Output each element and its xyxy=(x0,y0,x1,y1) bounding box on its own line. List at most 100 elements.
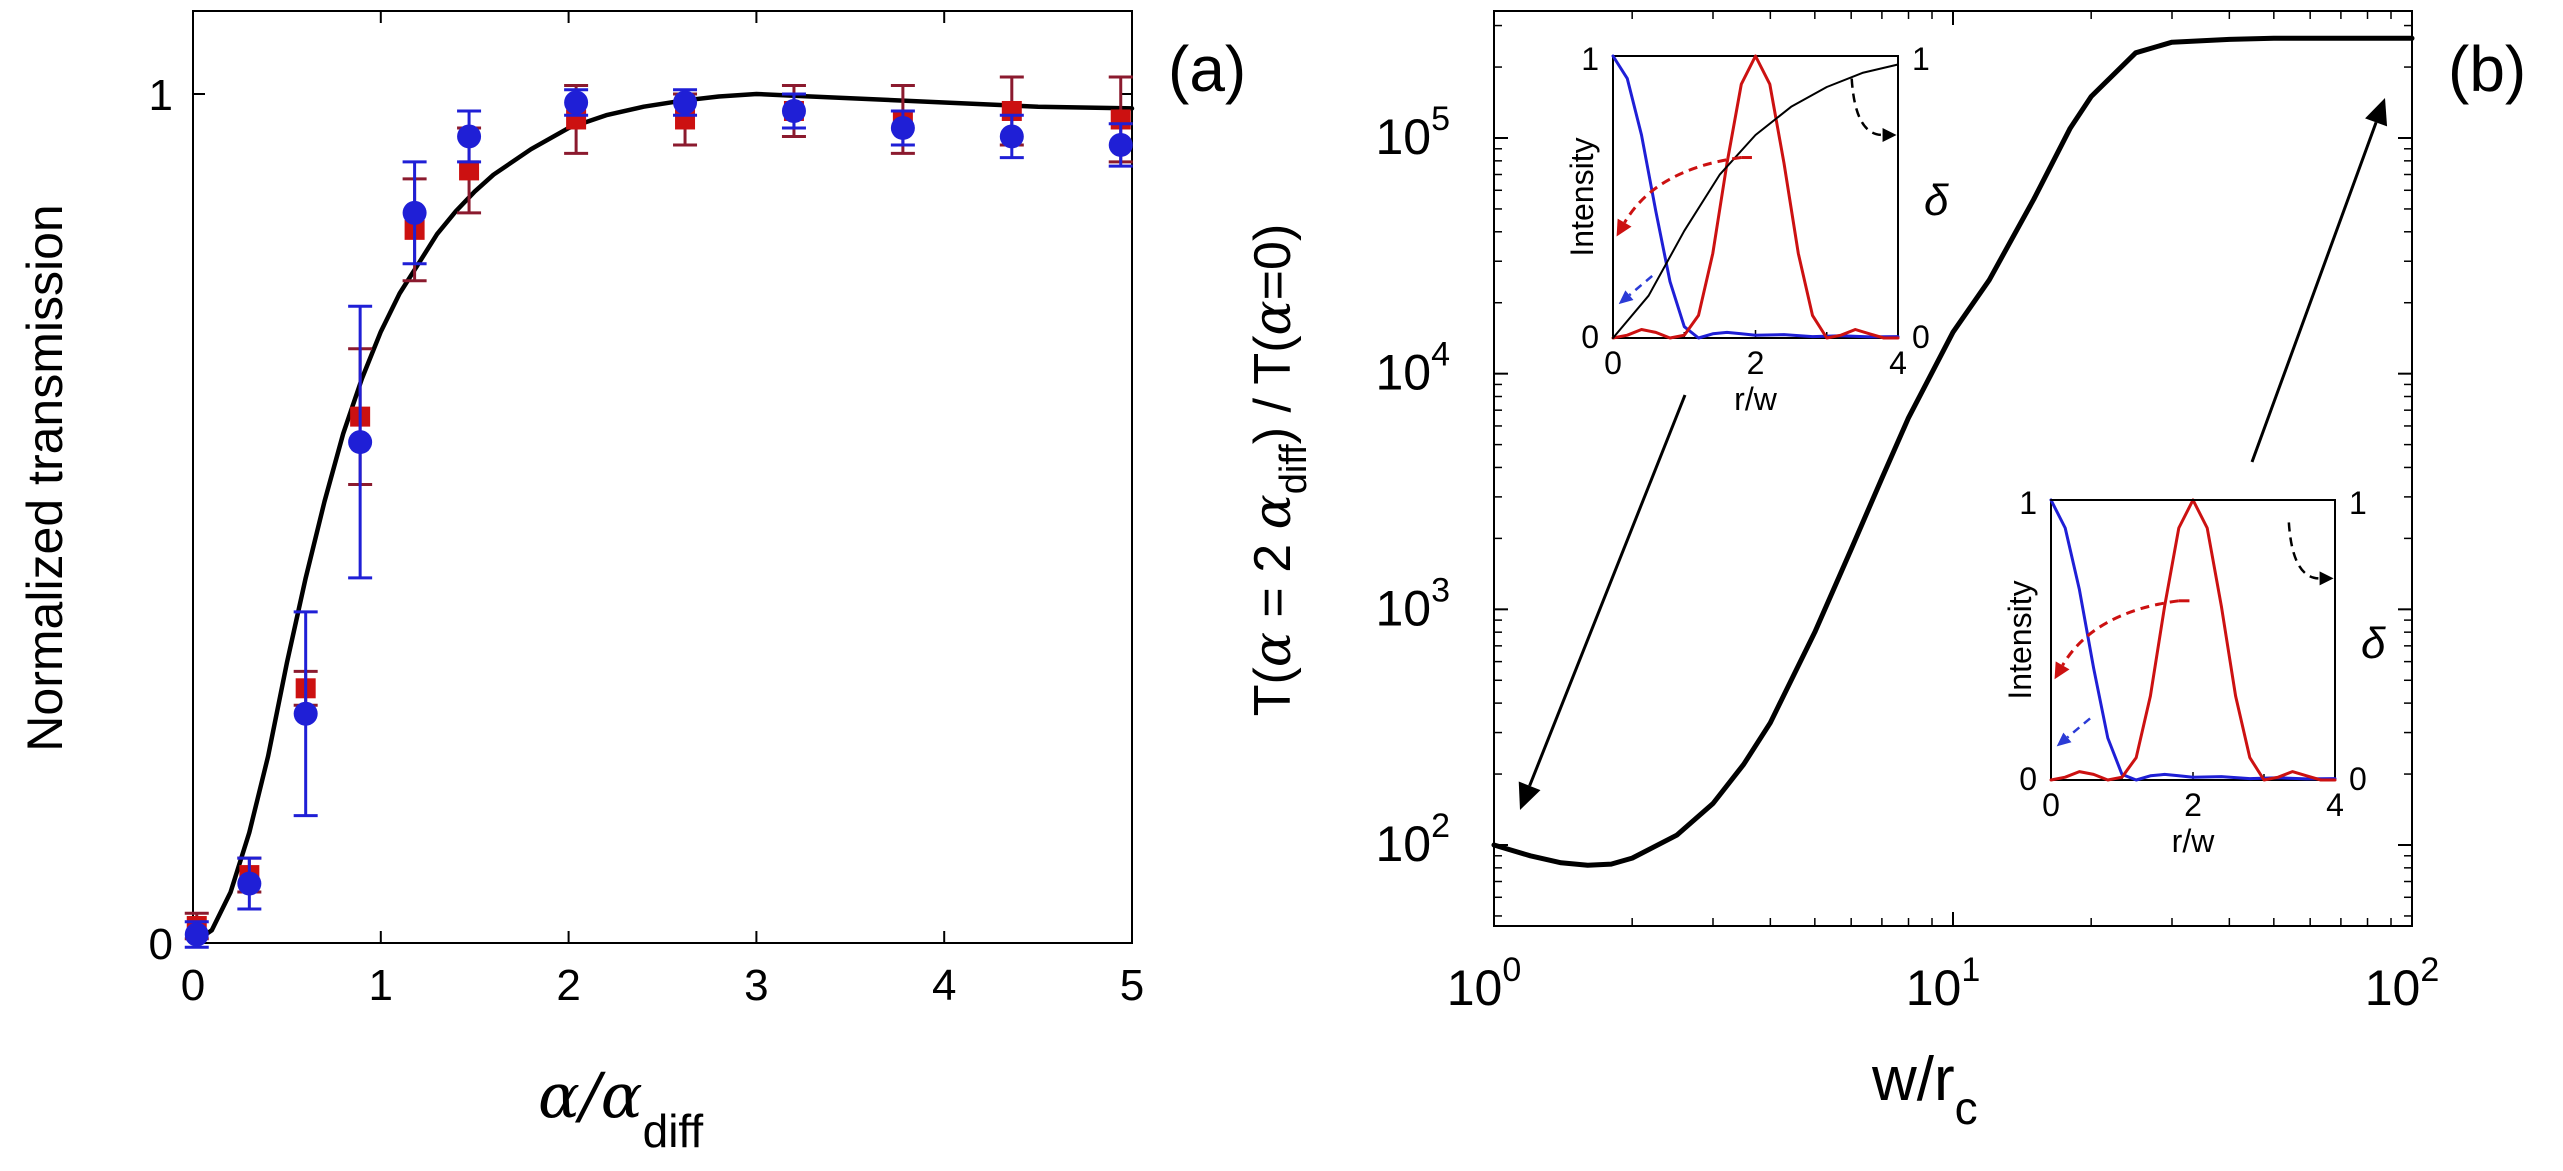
y-label-alpha-1-b: α xyxy=(1243,632,1303,667)
arrow-to-high-end-head xyxy=(2365,98,2388,127)
inset-red-arrow xyxy=(2054,599,2179,680)
inset-red-arrow-shaft xyxy=(2061,599,2179,667)
y-tick-label-b: 105 xyxy=(1375,100,1450,165)
data-point-circle xyxy=(1108,132,1133,157)
inset-y-left-tick-label: 1 xyxy=(2019,485,2037,521)
arrow-to-high-end-shaft xyxy=(2250,121,2378,463)
y-label-alpha-2-b: α xyxy=(1243,494,1303,529)
y-tick-base-b: 10 xyxy=(1375,580,1431,636)
data-point-circle xyxy=(237,871,262,896)
y-label-alpha-3-b: α xyxy=(1243,300,1303,335)
axes-frame-a xyxy=(192,10,1133,944)
inset-x-label: r/w xyxy=(2172,823,2216,859)
y-tick-label-a: 0 xyxy=(149,920,173,969)
inset-x-tick-label: 4 xyxy=(1889,345,1907,381)
x-label-sub-a: diff xyxy=(643,1105,704,1157)
x-tick-exp-b: 1 xyxy=(1961,951,1980,989)
model-curve-a xyxy=(190,91,1135,946)
inset-y-right-tick-label: 0 xyxy=(1912,319,1930,355)
inset-y-left-label: Intensity xyxy=(2002,580,2038,699)
x-tick-exp-b: 0 xyxy=(1502,951,1521,989)
y-tick-label-a: 1 xyxy=(149,71,173,120)
x-tick-label-a: 0 xyxy=(181,961,205,1010)
y-axis-label-b: T(α = 2 αdiff) / T(α=0) xyxy=(1243,224,1315,717)
x-tick-base-b: 10 xyxy=(1447,960,1503,1016)
data-point-circle xyxy=(184,922,209,947)
inset-frame xyxy=(2050,499,2336,781)
x-tick-label-b: 102 xyxy=(2365,951,2440,1016)
data-point-circle xyxy=(673,90,698,115)
x-label-sub-b: c xyxy=(1955,1082,1978,1134)
inset-x-tick-label: 2 xyxy=(1747,345,1765,381)
inset-red-arrow xyxy=(1616,156,1742,237)
inset-y-right-label: δ xyxy=(1924,176,1949,225)
arrow-to-low-end-shaft xyxy=(1528,394,1687,787)
inset-black-arrow-head xyxy=(1882,127,1897,142)
panel-label-a: (a) xyxy=(1168,33,1246,105)
panel-label-b: (b) xyxy=(2448,33,2526,105)
y-tick-exp-b: 5 xyxy=(1431,100,1450,138)
x-axis-label-b: w/rc xyxy=(1871,1045,1978,1134)
y-tick-base-b: 10 xyxy=(1375,345,1431,401)
data-point-circle xyxy=(457,124,482,149)
blue-series-a xyxy=(184,88,1133,949)
x-tick-label-a: 3 xyxy=(744,961,768,1010)
inset-blue-arrow-shaft xyxy=(2066,717,2091,739)
data-point-circle xyxy=(564,90,589,115)
inset-blue-arrow xyxy=(2056,717,2091,747)
y-tick-exp-b: 2 xyxy=(1431,807,1450,845)
inset-black-arrow xyxy=(1850,78,1897,142)
inset-y-right-label: δ xyxy=(2361,619,2386,668)
inset-black-arrow xyxy=(2287,522,2334,586)
x-tick-label-a: 1 xyxy=(369,961,393,1010)
inset-black-arrow-shaft xyxy=(2287,522,2320,580)
data-point-circle xyxy=(781,98,806,123)
data-point-circle xyxy=(348,430,373,455)
y-label-prefix-b: T( xyxy=(1244,667,1302,717)
delta-curve xyxy=(1612,63,1899,339)
y-tick-exp-b: 3 xyxy=(1431,571,1450,609)
x-tick-exp-b: 2 xyxy=(2420,951,2439,989)
inset-black-arrow-head xyxy=(2319,571,2334,586)
data-point-circle xyxy=(890,115,915,140)
arrow-to-low-end-head xyxy=(1518,781,1541,810)
inset-red-arrow-shaft xyxy=(1623,156,1742,224)
inset-blue-arrow-shaft xyxy=(1628,275,1653,297)
inset-y-right-tick-label: 0 xyxy=(2349,761,2367,797)
x-axis-label-a: α/αdiff xyxy=(538,1059,703,1157)
inset-blue-arrow-head xyxy=(2056,732,2072,747)
x-label-main-b: w/r xyxy=(1871,1045,1955,1114)
y-tick-base-b: 10 xyxy=(1375,109,1431,165)
inset-x-tick-label: 0 xyxy=(2042,787,2060,823)
inset-black-arrow-shaft xyxy=(1850,78,1883,137)
x-tick-base-b: 10 xyxy=(1906,960,1962,1016)
panel-a: 0 1 2 3 4 5 0 1 Normalized transmission α/αdiff (a… xyxy=(17,10,1246,1157)
inset-y-left-tick-label: 1 xyxy=(1581,41,1599,77)
data-point-square xyxy=(459,160,480,181)
y-tick-exp-b: 4 xyxy=(1431,336,1450,374)
x-tick-base-b: 10 xyxy=(2365,960,2421,1016)
inset-frame xyxy=(1612,55,1899,339)
y-tick-base-b: 10 xyxy=(1375,816,1431,872)
inset-red-arrow-head xyxy=(1616,218,1632,237)
y-tick-label-b: 103 xyxy=(1375,571,1450,636)
x-tick-label-b: 101 xyxy=(1906,951,1981,1016)
arrow-to-low-end xyxy=(1518,394,1687,810)
inset-x-label: r/w xyxy=(1734,381,1778,417)
inset-y-left-label: Intensity xyxy=(1564,137,1600,256)
y-label-sub-b: diff xyxy=(1273,444,1315,494)
data-point-circle xyxy=(293,701,318,726)
y-tick-label-b: 102 xyxy=(1375,807,1450,872)
y-tick-label-b: 104 xyxy=(1375,336,1450,401)
x-tick-label-a: 2 xyxy=(556,961,580,1010)
ratio-curve-b xyxy=(1491,35,2415,868)
x-label-main-a: α/α xyxy=(538,1059,643,1132)
x-tick-label-b: 100 xyxy=(1447,951,1522,1016)
x-tick-label-a: 4 xyxy=(932,961,956,1010)
data-point-circle xyxy=(402,200,427,225)
arrow-to-high-end xyxy=(2250,98,2388,463)
